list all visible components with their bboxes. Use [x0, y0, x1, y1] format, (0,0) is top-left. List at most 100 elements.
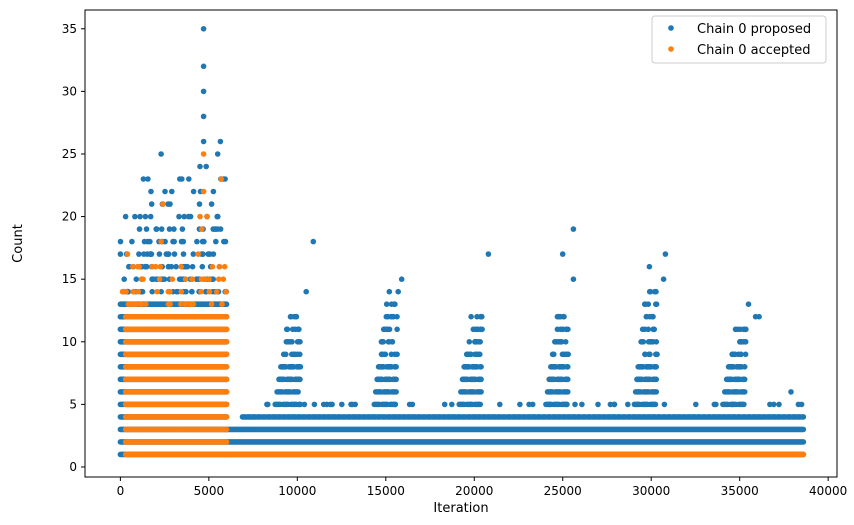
proposed-point — [283, 326, 290, 333]
y-tick-label: 0 — [69, 460, 77, 474]
proposed-point — [293, 313, 299, 320]
x-tick-label: 30000 — [632, 484, 670, 498]
accepted-point — [156, 276, 163, 283]
accepted-point — [165, 288, 172, 295]
proposed-point — [200, 26, 207, 32]
proposed-point — [193, 276, 200, 283]
proposed-point — [189, 288, 195, 295]
proposed-point — [158, 288, 164, 295]
proposed-point — [142, 213, 149, 220]
accepted-point — [223, 288, 229, 295]
proposed-point — [562, 339, 569, 345]
proposed-point — [648, 339, 655, 345]
proposed-point — [122, 213, 129, 220]
proposed-point — [660, 276, 667, 283]
proposed-point — [466, 339, 473, 345]
proposed-point — [320, 401, 327, 408]
accepted-point — [182, 301, 189, 308]
accepted-point — [126, 301, 132, 308]
y-tick-label: 35 — [62, 22, 77, 36]
proposed-point — [662, 251, 669, 257]
proposed-point — [441, 401, 448, 408]
y-tick-label: 20 — [62, 210, 77, 224]
proposed-point — [168, 263, 175, 270]
plot-area — [117, 26, 807, 458]
y-axis-label: Count — [11, 224, 26, 263]
proposed-point — [289, 326, 296, 333]
proposed-point — [729, 401, 736, 408]
proposed-point — [126, 263, 132, 270]
accepted-point — [136, 263, 143, 270]
proposed-point — [776, 401, 782, 408]
proposed-point — [798, 401, 805, 408]
proposed-point — [564, 401, 570, 408]
proposed-point — [570, 226, 577, 232]
accepted-point — [198, 288, 204, 295]
proposed-point — [200, 88, 207, 95]
accepted-point — [219, 301, 225, 308]
proposed-point — [189, 263, 196, 270]
proposed-point — [643, 313, 650, 320]
accepted-point — [178, 301, 184, 308]
proposed-point — [205, 251, 211, 257]
proposed-point — [734, 326, 741, 333]
proposed-point — [132, 213, 138, 220]
proposed-point — [386, 326, 393, 333]
proposed-point — [743, 326, 749, 333]
accepted-point — [199, 226, 205, 232]
proposed-point — [383, 301, 390, 308]
proposed-point — [737, 339, 743, 345]
proposed-point — [468, 313, 474, 320]
proposed-point — [301, 401, 308, 408]
proposed-point — [140, 176, 147, 182]
proposed-point — [171, 238, 177, 245]
proposed-point — [645, 326, 652, 333]
x-tick-label: 25000 — [544, 484, 582, 498]
proposed-point — [137, 213, 143, 220]
proposed-point — [327, 401, 334, 408]
proposed-point — [517, 401, 523, 408]
proposed-point — [570, 276, 577, 283]
accepted-point — [178, 263, 184, 270]
axes-frame — [84, 9, 838, 478]
x-axis-label: Iteration — [433, 501, 488, 516]
accepted-point — [220, 276, 227, 283]
proposed-point — [148, 201, 155, 207]
proposed-point — [653, 351, 659, 358]
x-tick-label: 15000 — [367, 484, 405, 498]
proposed-point — [165, 201, 171, 207]
y-tick-label: 15 — [62, 272, 77, 286]
proposed-point — [171, 226, 177, 232]
accepted-point — [135, 288, 141, 295]
accepted-point — [158, 238, 164, 245]
proposed-point — [474, 313, 480, 320]
accepted-point — [200, 151, 207, 157]
proposed-point — [136, 226, 143, 232]
proposed-point — [476, 339, 482, 345]
accepted-point — [216, 276, 222, 283]
proposed-point — [153, 226, 160, 232]
proposed-point — [179, 226, 186, 232]
accepted-point — [206, 276, 212, 283]
y-tick-label: 30 — [62, 84, 77, 98]
proposed-point — [208, 201, 215, 207]
proposed-point — [149, 276, 155, 283]
proposed-point — [303, 288, 310, 295]
proposed-point — [199, 263, 206, 270]
proposed-point — [141, 251, 147, 257]
proposed-point — [185, 213, 192, 220]
proposed-point — [296, 326, 302, 333]
accepted-point — [218, 176, 224, 182]
proposed-point — [563, 351, 570, 358]
proposed-point — [556, 313, 563, 320]
proposed-point — [389, 313, 395, 320]
proposed-point — [162, 188, 168, 195]
proposed-point — [380, 339, 387, 345]
proposed-point — [767, 401, 773, 408]
proposed-point — [196, 201, 203, 207]
proposed-point — [526, 401, 532, 408]
accepted-point — [130, 263, 136, 270]
proposed-point — [485, 251, 492, 257]
proposed-point — [265, 401, 271, 408]
